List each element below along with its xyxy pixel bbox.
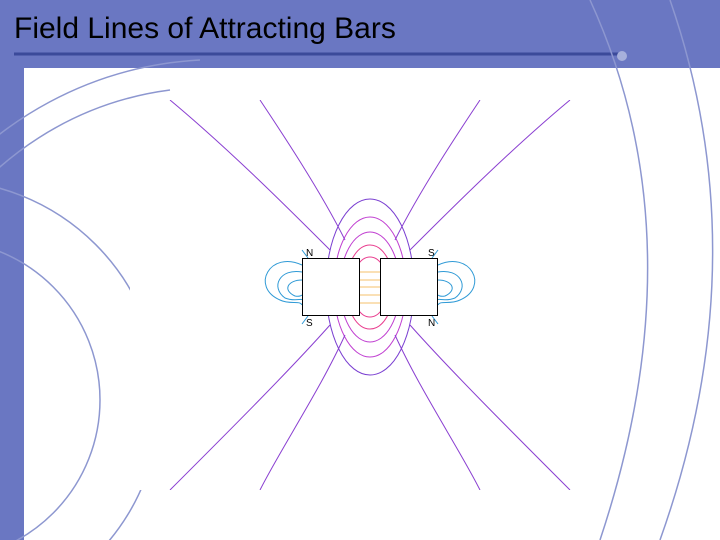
right-magnet-top-pole: S	[428, 248, 435, 259]
left-magnet-top-pole: N	[306, 248, 313, 259]
field-diagram: N S S N	[130, 100, 600, 490]
left-magnet	[302, 258, 360, 316]
right-magnet-bottom-pole: N	[428, 318, 435, 329]
slide-title: Field Lines of Attracting Bars	[14, 12, 396, 46]
left-magnet-bottom-pole: S	[306, 318, 313, 329]
right-magnet	[380, 258, 438, 316]
